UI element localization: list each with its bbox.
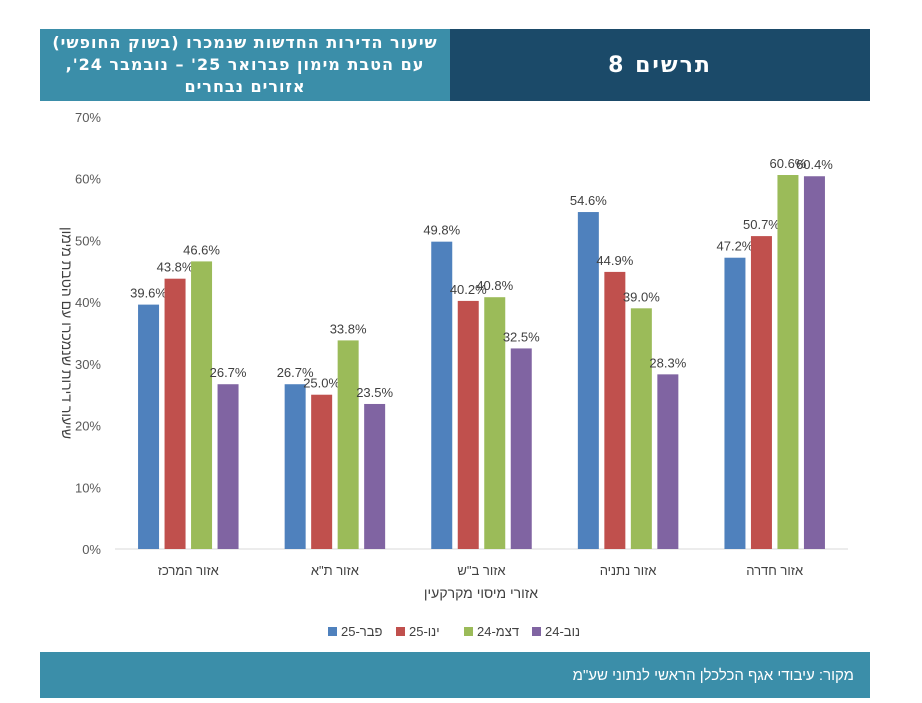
x-tick-label: אזור חדרה	[746, 563, 803, 578]
y-tick-label: 10%	[75, 480, 101, 495]
bar	[457, 300, 479, 549]
legend-label: נוב-24	[545, 624, 580, 639]
legend-swatch	[532, 627, 541, 636]
bar	[577, 212, 599, 550]
bar	[724, 257, 746, 549]
bar	[803, 176, 825, 549]
legend-swatch	[464, 627, 473, 636]
data-label: 26.7%	[277, 365, 314, 380]
bar	[311, 394, 333, 549]
y-tick-label: 60%	[75, 172, 101, 187]
y-axis-title: שיעור דירות שנמכרו עם הטבת מימון	[59, 227, 75, 439]
data-label: 25.0%	[303, 376, 340, 391]
legend-swatch	[328, 627, 337, 636]
bar	[431, 241, 453, 550]
bar	[364, 403, 386, 549]
data-label: 39.0%	[623, 289, 660, 304]
data-label: 60.4%	[796, 157, 833, 172]
data-label: 49.8%	[423, 223, 460, 238]
source-note: מקור: עיבודי אגף הכלכלן הראשי לנתוני שע"…	[40, 652, 870, 698]
data-label: 28.3%	[649, 355, 686, 370]
data-label: 33.8%	[330, 321, 367, 336]
data-label: 23.5%	[356, 385, 393, 400]
bar	[750, 236, 772, 549]
data-label: 46.6%	[183, 242, 220, 257]
data-label: 54.6%	[570, 193, 607, 208]
bar	[138, 304, 160, 549]
bar	[604, 271, 626, 549]
chart-number-title: תרשים 8	[450, 29, 870, 101]
y-tick-label: 20%	[75, 419, 101, 434]
x-tick-label: אזור המרכז	[158, 563, 219, 578]
bar	[191, 261, 213, 549]
legend: פבר-25 ינו-25 דצמ-24 נוב-24	[328, 624, 580, 639]
y-tick-label: 70%	[75, 110, 101, 125]
bar	[337, 340, 359, 549]
data-label: 50.7%	[743, 217, 780, 232]
data-label: 40.2%	[450, 282, 487, 297]
data-label: 60.6%	[770, 156, 807, 171]
bar	[284, 384, 306, 549]
bar	[484, 297, 506, 549]
chart-subtitle: שיעור הדירות החדשות שנמכרו (בשוק החופשי)…	[40, 29, 450, 101]
x-tick-label: אזור ת"א	[311, 563, 359, 578]
bar	[777, 175, 799, 550]
data-label: 43.8%	[157, 260, 194, 275]
data-label: 26.7%	[210, 365, 247, 380]
bar	[164, 278, 186, 549]
legend-label: דצמ-24	[477, 624, 519, 639]
bar	[510, 348, 532, 549]
data-label: 40.8%	[476, 278, 513, 293]
bar	[657, 374, 679, 549]
bar	[217, 384, 239, 549]
data-label: 39.6%	[130, 286, 167, 301]
x-axis-title: אזורי מיסוי מקרקעין	[424, 585, 538, 601]
data-label: 32.5%	[503, 329, 540, 344]
data-label: 47.2%	[717, 239, 754, 254]
legend-label: פבר-25	[341, 624, 383, 639]
y-tick-label: 0%	[82, 542, 101, 557]
y-tick-label: 50%	[75, 233, 101, 248]
data-label: 44.9%	[596, 253, 633, 268]
x-tick-label: אזור נתניה	[600, 563, 657, 578]
bar	[630, 308, 652, 549]
y-tick-label: 30%	[75, 357, 101, 372]
y-tick-label: 40%	[75, 295, 101, 310]
legend-swatch	[396, 627, 405, 636]
legend-label: ינו-25	[409, 624, 440, 639]
x-tick-label: אזור ב"ש	[457, 563, 505, 578]
bar-chart: 0% 10% 20% 30% 40% 50% 60% 70% 39.6% 43.8% 46.6% 2…	[59, 110, 848, 639]
